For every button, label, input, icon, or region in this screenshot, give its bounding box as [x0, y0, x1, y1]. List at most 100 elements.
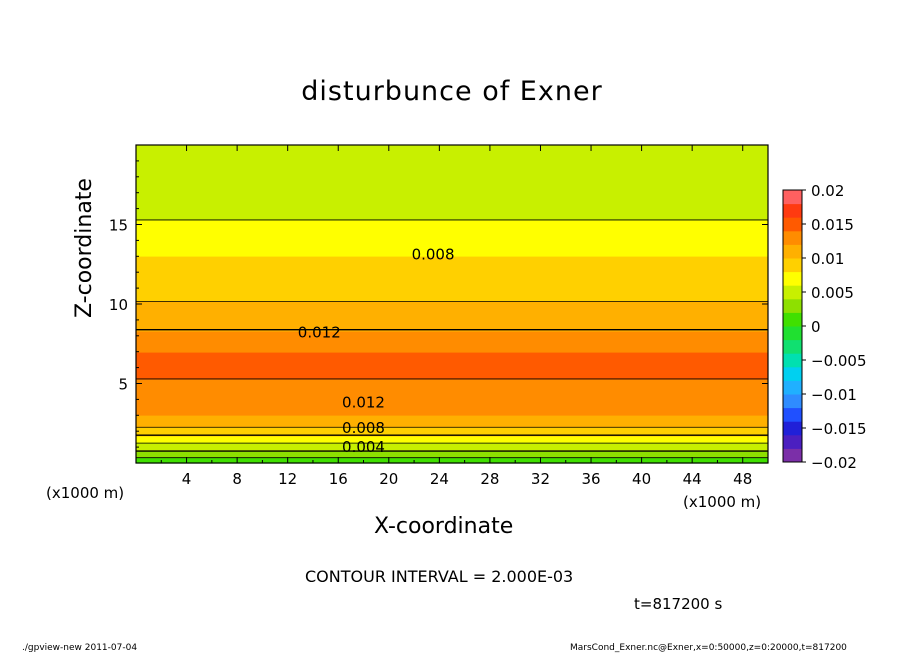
x-tick-label: 16 — [329, 470, 348, 488]
field-band — [136, 343, 768, 347]
field-band — [136, 355, 768, 359]
field-band — [136, 337, 768, 341]
field-band — [136, 271, 768, 275]
chart-title: disturbunce of Exner — [301, 76, 603, 107]
field-band — [136, 241, 768, 245]
field-band — [136, 184, 768, 188]
field-band — [136, 406, 768, 410]
field-band — [136, 451, 768, 455]
colorbar-swatch — [783, 203, 802, 218]
field-band — [136, 334, 768, 338]
field-band — [136, 187, 768, 191]
colorbar-swatch — [783, 230, 802, 245]
field-band — [136, 397, 768, 401]
field-band — [136, 442, 768, 446]
field-band — [136, 307, 768, 311]
field-band — [136, 415, 768, 419]
field-band — [136, 418, 768, 422]
y-tick-label: 5 — [118, 376, 128, 394]
field-band — [136, 346, 768, 350]
field-band — [136, 304, 768, 308]
field-band — [136, 439, 768, 443]
field-band — [136, 457, 768, 461]
field-band — [136, 199, 768, 203]
field-band — [136, 376, 768, 380]
field-band — [136, 202, 768, 206]
y-tick-label: 15 — [109, 217, 128, 235]
field-band — [136, 316, 768, 320]
x-tick-label: 40 — [632, 470, 651, 488]
field-band — [136, 223, 768, 227]
colorbar-swatch — [783, 326, 802, 341]
field-band — [136, 157, 768, 161]
field-band — [136, 358, 768, 362]
x-axis-units: (x1000 m) — [683, 493, 762, 511]
field-band — [136, 373, 768, 377]
colorbar-tick-label: −0.01 — [811, 386, 857, 404]
y-tick-label: 10 — [109, 296, 128, 314]
field-band — [136, 211, 768, 215]
field-band — [136, 229, 768, 233]
field-band — [136, 256, 768, 260]
field-band — [136, 160, 768, 164]
field-band — [136, 436, 768, 440]
field-band — [136, 289, 768, 293]
field-band — [136, 232, 768, 236]
footer-left: ./gpview-new 2011-07-04 — [22, 643, 138, 653]
colorbar-swatch — [783, 258, 802, 273]
field-band — [136, 196, 768, 200]
field-band — [136, 148, 768, 152]
field-band — [136, 253, 768, 257]
colorbar-swatch — [783, 244, 802, 259]
colorbar-tick-label: −0.015 — [811, 420, 867, 438]
colorbar-tick-label: 0 — [811, 318, 821, 336]
x-tick-label: 48 — [733, 470, 752, 488]
colorbar-tick-label: 0.015 — [811, 216, 854, 234]
colorbar-tick-label: 0.02 — [811, 182, 844, 200]
colorbar-swatch — [783, 217, 802, 232]
field-band — [136, 238, 768, 242]
field-band — [136, 151, 768, 155]
x-tick-label: 8 — [232, 470, 242, 488]
x-tick-label: 4 — [182, 470, 192, 488]
field-band — [136, 460, 768, 464]
field-band — [136, 370, 768, 374]
colorbar-swatch — [783, 421, 802, 436]
field-band — [136, 244, 768, 248]
colorbar-swatch — [783, 312, 802, 327]
field-band — [136, 262, 768, 266]
contour-interval-text: CONTOUR INTERVAL = 2.000E-03 — [305, 567, 574, 586]
field-band — [136, 205, 768, 209]
colorbar-swatch — [783, 434, 802, 449]
field-band — [136, 340, 768, 344]
field-band — [136, 172, 768, 176]
field-band — [136, 448, 768, 452]
colorbar-swatch — [783, 190, 802, 205]
field-band — [136, 388, 768, 392]
x-axis-label: X-coordinate — [374, 514, 514, 539]
field-band — [136, 394, 768, 398]
field-band — [136, 145, 768, 149]
field-band — [136, 292, 768, 296]
field-band — [136, 220, 768, 224]
field-band — [136, 427, 768, 431]
colorbar-tick-label: 0.01 — [811, 250, 844, 268]
colorbar-swatch — [783, 285, 802, 300]
field-band — [136, 349, 768, 353]
contour-label: 0.008 — [342, 419, 385, 437]
field-band — [136, 424, 768, 428]
field-band — [136, 367, 768, 371]
field-band — [136, 454, 768, 458]
field-band — [136, 310, 768, 314]
field-band — [136, 175, 768, 179]
field-band — [136, 322, 768, 326]
field-band — [136, 445, 768, 449]
colorbar-swatch — [783, 380, 802, 395]
x-tick-label: 24 — [430, 470, 449, 488]
field-band — [136, 385, 768, 389]
field-band — [136, 382, 768, 386]
field-band — [136, 298, 768, 302]
field-band — [136, 163, 768, 167]
